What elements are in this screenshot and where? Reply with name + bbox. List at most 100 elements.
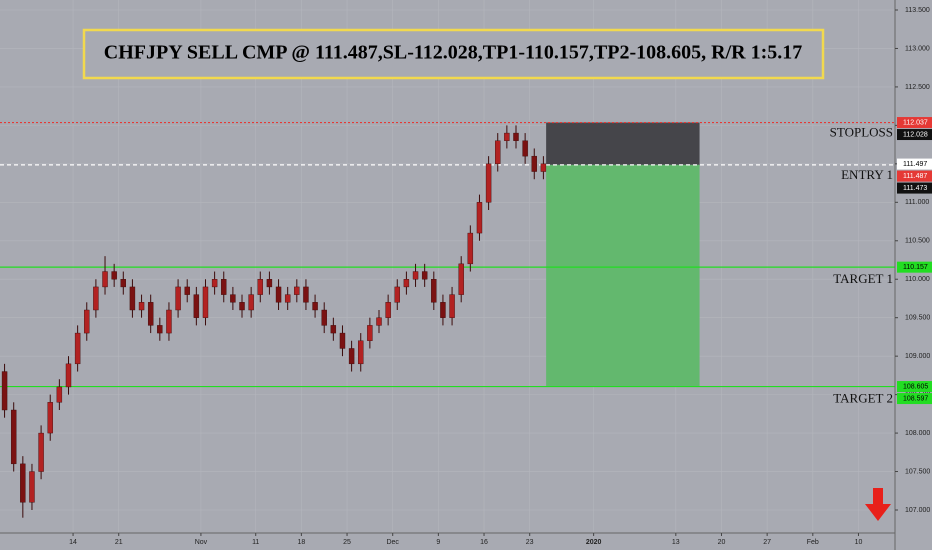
- candle-body: [56, 386, 63, 403]
- candle-body: [412, 271, 419, 280]
- price-badge-label: 108.605: [903, 383, 928, 390]
- price-badge: [897, 261, 932, 273]
- x-tick-label: 20: [718, 539, 726, 546]
- x-tick-label: Feb: [807, 539, 819, 546]
- candle-body: [339, 332, 346, 349]
- candle-body: [47, 402, 53, 434]
- candle-body: [211, 279, 218, 288]
- x-tick-label: 21: [115, 539, 123, 546]
- candle-body: [540, 163, 547, 172]
- x-tick-label: 27: [763, 539, 771, 546]
- x-tick-label: 9: [436, 539, 440, 546]
- candle-body: [29, 471, 35, 503]
- candle-body: [522, 140, 528, 157]
- y-tick-label: 110.000: [905, 276, 930, 283]
- price-badge-label: 111.473: [903, 185, 927, 192]
- price-badge: [897, 117, 932, 129]
- candle-body: [10, 409, 17, 465]
- x-tick-label: Nov: [195, 539, 208, 546]
- price-badge: [897, 182, 932, 194]
- candle-body: [166, 309, 172, 334]
- candle-body: [504, 132, 510, 141]
- candle-body: [184, 286, 190, 295]
- candle-body: [476, 202, 483, 234]
- y-tick-label: 113.000: [905, 45, 930, 52]
- candle-body: [20, 463, 26, 503]
- candle-body: [321, 309, 327, 326]
- price-badge: [897, 170, 932, 182]
- x-tick-label: 16: [480, 539, 488, 546]
- candle-body: [239, 302, 245, 311]
- y-tick-label: 108.000: [905, 430, 930, 437]
- candle-body: [175, 286, 181, 311]
- candle-body: [458, 263, 464, 295]
- price-badge-label: 112.037: [903, 119, 928, 126]
- price-badge-label: 111.497: [903, 161, 927, 168]
- candle-body: [266, 279, 273, 288]
- price-badge: [897, 129, 932, 141]
- x-tick-label: 13: [672, 539, 680, 546]
- price-badge-label: 108.597: [903, 395, 928, 402]
- x-tick-label: 11: [252, 539, 259, 546]
- candle-body: [485, 163, 492, 203]
- candle-body: [202, 286, 209, 318]
- price-badge-label: 112.028: [903, 131, 928, 138]
- candle-body: [376, 317, 382, 326]
- x-tick-label: Dec: [386, 539, 399, 546]
- candle-body: [138, 302, 145, 311]
- candle-body: [431, 279, 437, 303]
- candle-body: [147, 302, 154, 326]
- candle-body: [230, 294, 236, 303]
- candle-body: [74, 332, 81, 365]
- candle-body: [312, 302, 318, 311]
- chart-title: CHFJPY SELL CMP @ 111.487,SL-112.028,TP1…: [104, 42, 802, 64]
- level-label: ENTRY 1: [841, 167, 893, 182]
- candle-body: [129, 286, 136, 311]
- x-tick-label: 23: [526, 539, 534, 546]
- stop-zone: [546, 122, 700, 165]
- candle-body: [1, 371, 8, 411]
- candle-body: [531, 155, 537, 172]
- candle-body: [102, 271, 108, 288]
- candle-body: [120, 279, 127, 288]
- candle-body: [421, 271, 428, 280]
- candle-body: [284, 294, 291, 303]
- level-label: TARGET 1: [833, 271, 893, 286]
- candle-body: [275, 286, 282, 303]
- candle-body: [467, 232, 474, 265]
- y-tick-label: 109.500: [905, 315, 930, 322]
- price-badge: [897, 381, 932, 393]
- candle-body: [221, 279, 227, 295]
- y-tick-label: 109.000: [905, 353, 930, 360]
- x-tick-label: 18: [297, 539, 305, 546]
- level-label: STOPLOSS: [830, 125, 893, 140]
- x-tick-label: 14: [69, 539, 77, 546]
- y-tick-label: 107.000: [905, 507, 930, 514]
- candle-body: [157, 325, 163, 334]
- level-label: TARGET 2: [833, 391, 893, 406]
- candle-body: [367, 325, 373, 341]
- candle-body: [358, 340, 364, 365]
- target-zone: [546, 164, 700, 387]
- y-tick-label: 107.500: [905, 468, 930, 475]
- y-tick-label: 110.500: [905, 238, 930, 245]
- price-badge-label: 111.487: [903, 173, 927, 180]
- candle-body: [348, 348, 355, 365]
- price-badge: [897, 158, 932, 170]
- candle-body: [84, 309, 90, 334]
- price-badge: [897, 393, 932, 405]
- candle-body: [65, 363, 72, 388]
- candle-body: [193, 294, 200, 318]
- candle-body: [111, 271, 117, 280]
- title-box: [82, 28, 825, 80]
- down-arrow-icon: [865, 488, 891, 521]
- candle-body: [513, 132, 519, 141]
- candle-body: [257, 279, 263, 295]
- x-tick-label: 2020: [586, 539, 602, 546]
- candle-body: [394, 286, 400, 303]
- y-tick-label: 111.000: [905, 199, 929, 206]
- candle-body: [294, 286, 300, 295]
- x-tick-label: 10: [855, 539, 863, 546]
